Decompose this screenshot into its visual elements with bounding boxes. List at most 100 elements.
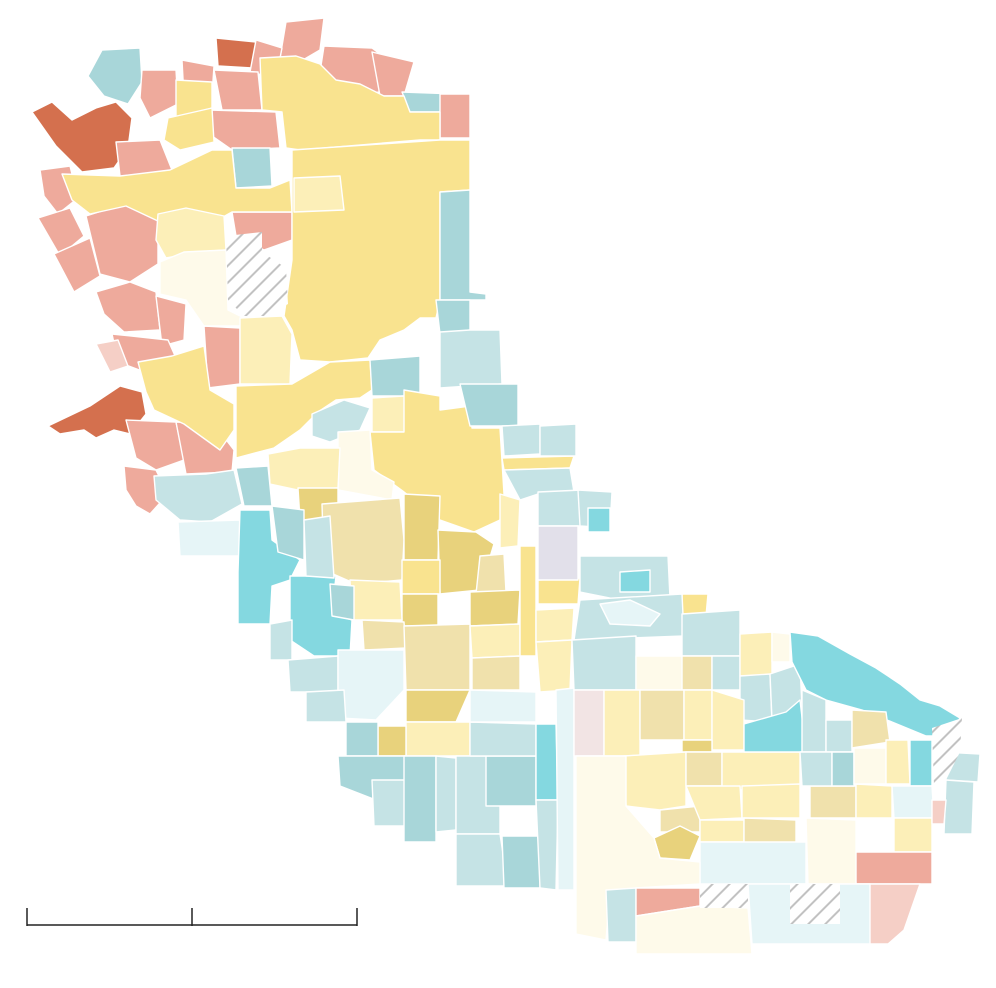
map-region (619, 569, 651, 593)
map-region (537, 577, 581, 605)
map-region (831, 751, 855, 787)
map-region (405, 689, 471, 723)
map-region (209, 109, 281, 151)
map-region (853, 851, 933, 885)
map-region (87, 47, 143, 105)
map-region (31, 101, 133, 173)
map-region (231, 147, 273, 189)
map-region (401, 559, 441, 595)
map-region (235, 359, 373, 459)
map-region (213, 69, 263, 111)
map-region (321, 497, 405, 585)
map-region (801, 689, 827, 753)
map-region (851, 709, 891, 749)
map-region (377, 725, 407, 757)
map-region (203, 325, 241, 389)
map-region (635, 655, 685, 691)
map-region (369, 355, 421, 397)
map-region (259, 55, 441, 151)
map-region (469, 689, 537, 723)
map-region (139, 69, 179, 119)
map-region (739, 673, 773, 723)
map-region (605, 887, 637, 943)
map-region (337, 649, 405, 721)
map-region (469, 721, 537, 757)
map-region (699, 819, 745, 843)
map-region (587, 507, 611, 533)
map-region (137, 345, 235, 451)
map-region-no-data (226, 232, 288, 316)
map-region (287, 655, 339, 693)
map-region-no-data (932, 718, 962, 786)
map-region (571, 635, 637, 691)
map-region (305, 689, 347, 723)
map-region (893, 817, 933, 853)
map-region (799, 751, 833, 787)
map-region (635, 905, 753, 955)
region-group-central (61, 55, 709, 757)
map-region (371, 51, 415, 97)
map-region (405, 721, 471, 757)
map-region (535, 723, 559, 801)
map-region (771, 631, 791, 663)
map-region (435, 299, 471, 335)
map-region (455, 833, 509, 887)
map-region (599, 599, 661, 627)
map-region (329, 583, 355, 621)
map-region (603, 689, 641, 757)
region-group-no-data (226, 232, 962, 924)
map-region (349, 579, 403, 621)
map-region-no-data (790, 884, 840, 924)
map-region (501, 423, 541, 457)
map-region (475, 553, 507, 595)
map-region (931, 799, 947, 825)
map-region (555, 687, 575, 891)
scale-bar (26, 908, 358, 926)
region-group-west-teal (153, 465, 575, 891)
map-region (535, 607, 575, 643)
map-region (891, 785, 935, 819)
map-region (215, 37, 257, 69)
map-region (681, 655, 713, 691)
map-region (53, 237, 101, 293)
map-region (639, 689, 685, 741)
map-region (403, 493, 441, 561)
map-region (853, 747, 887, 785)
map-region (95, 339, 129, 373)
map-region (909, 739, 933, 787)
map-region (125, 419, 185, 471)
map-region (403, 623, 471, 691)
region-group-east-strip (435, 189, 791, 757)
map-region (855, 783, 893, 819)
map-region (741, 783, 801, 819)
map-region (153, 469, 243, 523)
map-region (681, 739, 713, 753)
map-region (825, 719, 853, 753)
map-region (699, 841, 807, 885)
map-region (683, 689, 713, 741)
map-region (623, 751, 687, 811)
map-region (163, 107, 215, 151)
map-region (95, 281, 161, 333)
map-region (573, 689, 605, 757)
map-region (739, 631, 773, 677)
map-region (269, 619, 293, 661)
map-region (471, 655, 521, 691)
map-region (361, 619, 407, 651)
map-region (535, 639, 573, 693)
map-region (303, 515, 335, 579)
map-region (485, 755, 537, 807)
map-region (61, 149, 293, 223)
map-region (943, 779, 975, 835)
map-region (885, 739, 911, 785)
map-region (403, 755, 437, 843)
map-region (439, 329, 503, 389)
map-region (267, 447, 341, 491)
map-region (469, 589, 521, 627)
map-region (439, 93, 471, 139)
map-region (711, 655, 741, 691)
map-region (435, 755, 457, 833)
map-region (37, 207, 85, 257)
